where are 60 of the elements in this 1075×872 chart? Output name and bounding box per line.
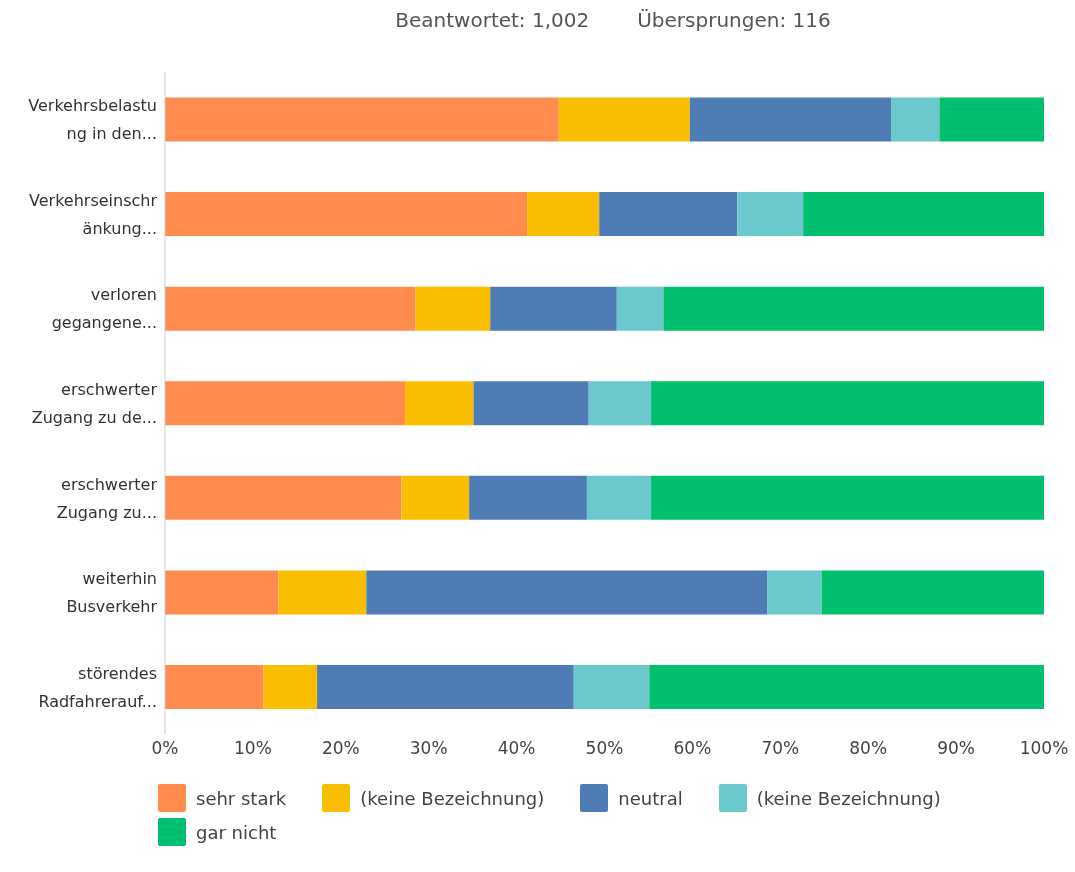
bar (404, 381, 474, 426)
bar (586, 475, 652, 520)
legend-label: sehr stark (196, 787, 287, 809)
bar (767, 570, 822, 615)
bar (165, 192, 528, 237)
bar (165, 570, 279, 615)
bar (366, 570, 768, 615)
bar (278, 570, 367, 615)
bar (317, 664, 574, 709)
x-tick-label: 10% (234, 738, 272, 759)
bar (165, 97, 559, 142)
bar (165, 664, 264, 709)
bar (599, 192, 738, 237)
chart-title: Beantwortet: 1,002 (395, 8, 590, 32)
y-tick-label: störendes Radfahrerauf... (38, 663, 157, 711)
bar (263, 664, 318, 709)
bar (821, 570, 1044, 615)
bar (473, 381, 589, 426)
bar (651, 381, 1044, 426)
x-tick-label: 50% (585, 738, 624, 759)
x-tick-label: 40% (497, 738, 536, 759)
bar (803, 192, 1044, 237)
x-tick-label: 100% (1019, 738, 1069, 759)
x-tick-label: 70% (761, 738, 800, 759)
bar (415, 286, 491, 331)
bar (939, 97, 1044, 142)
bar (663, 286, 1044, 331)
bar (649, 664, 1044, 709)
x-tick-label: 20% (321, 738, 360, 759)
legend-label: (keine Bezeichnung) (360, 787, 545, 809)
bar (616, 286, 664, 331)
y-tick-label: Verkehrsbelastu ng in den... (28, 95, 157, 143)
x-tick-label: 90% (937, 738, 975, 759)
y-tick-label: erschwerter Zugang zu... (56, 474, 158, 522)
bar (165, 286, 416, 331)
legend-label: (keine Bezeichnung) (756, 787, 941, 809)
bar (558, 97, 690, 142)
legend-label: gar nicht (196, 821, 277, 843)
bar (651, 475, 1044, 520)
y-tick-label: verloren gegangene... (51, 284, 157, 332)
bar (891, 97, 940, 142)
x-tick-label: 60% (673, 738, 712, 759)
bar (573, 664, 650, 709)
bar (469, 475, 587, 520)
bar (490, 286, 617, 331)
bar (737, 192, 804, 237)
bar (689, 97, 892, 142)
chart-subtitle: Übersprungen: 116 (637, 8, 831, 32)
y-tick-label: Verkehrseinschr änkung... (29, 190, 158, 238)
x-tick-label: 0% (151, 738, 179, 759)
bar (527, 192, 600, 237)
bar (165, 475, 402, 520)
bar (401, 475, 470, 520)
bar (588, 381, 652, 426)
x-tick-label: 30% (409, 738, 448, 759)
legend-label: neutral (618, 787, 683, 809)
y-tick-label: erschwerter Zugang zu de... (31, 379, 158, 427)
bar (165, 381, 405, 426)
x-tick-label: 80% (849, 738, 888, 759)
y-tick-label: weiterhin Busverkehr (66, 568, 158, 616)
